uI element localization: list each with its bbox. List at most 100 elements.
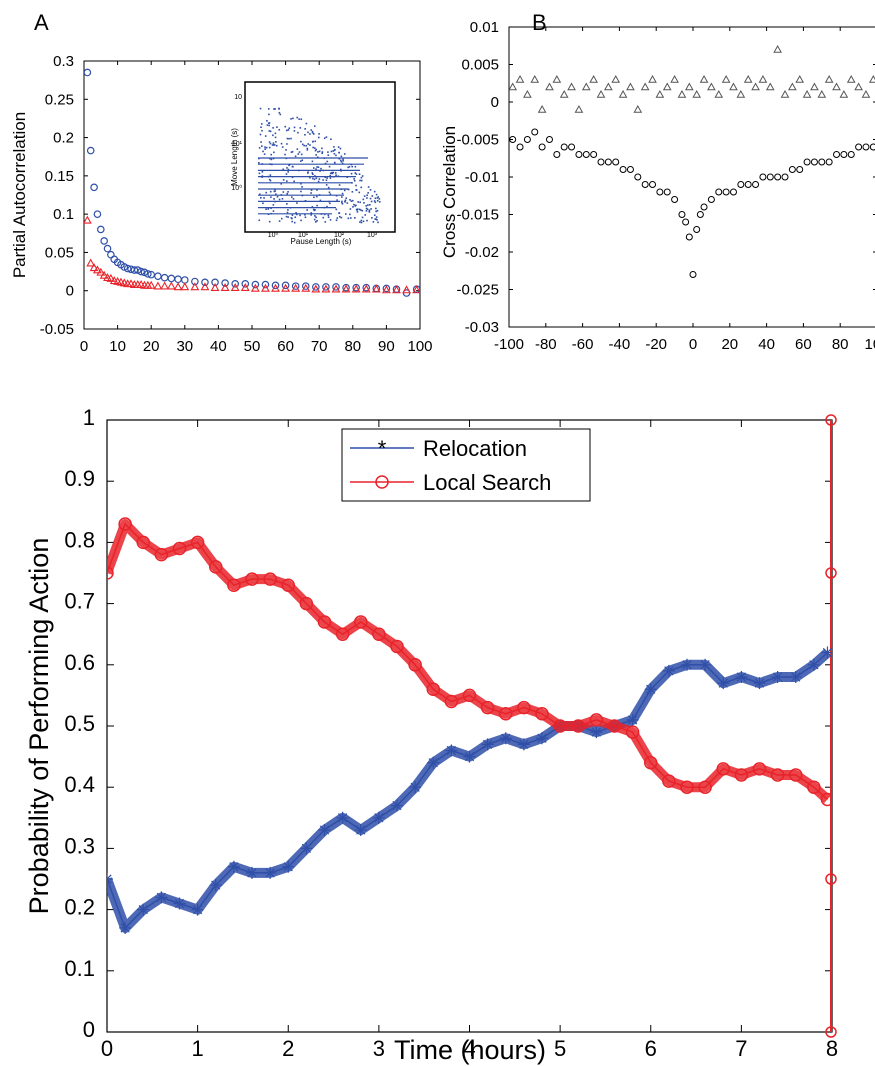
panel-c-xtick-label: 6: [645, 1036, 657, 1061]
panel-b-point-circle: [729, 188, 737, 196]
inset-point: [296, 148, 299, 150]
panel-b-point-triangle: [839, 89, 849, 98]
panel-c-point-circle: [789, 768, 803, 782]
inset-point: [317, 151, 319, 153]
panel-b-point-circle: [671, 196, 679, 203]
inset-point: [375, 193, 378, 196]
inset-point: [258, 147, 261, 149]
inset-point: [311, 131, 314, 134]
inset-point: [331, 171, 333, 174]
panel-a-xtick-label: 20: [143, 338, 160, 355]
panel-b-point-circle: [788, 166, 796, 173]
panel-b-point-triangle: [780, 89, 790, 98]
inset-point: [361, 175, 364, 177]
inset-point: [341, 196, 343, 198]
inset-scatter: [258, 107, 381, 224]
inset-point: [272, 210, 275, 212]
inset-point: [355, 204, 357, 207]
inset-point: [332, 150, 335, 152]
panel-a-point-triangle: [381, 285, 391, 294]
inset-point: [268, 130, 271, 132]
inset-point: [377, 221, 379, 224]
panel-c-point-circle: [172, 541, 187, 556]
inset-point: [272, 204, 275, 206]
panel-c-point-circle: [317, 615, 332, 629]
panel-b-point-triangle: [530, 74, 540, 83]
inset-point: [318, 178, 321, 180]
panel-b-point-triangle: [611, 74, 621, 83]
panel-b-point-triangle: [743, 74, 753, 83]
inset-point: [341, 200, 343, 203]
inset-point: [285, 129, 288, 132]
inset-point: [316, 156, 319, 159]
panel-a-point-circle: [322, 283, 330, 291]
panel-c-point-circle: [118, 517, 132, 531]
panel-a-point-circle: [160, 273, 169, 282]
inset-point: [311, 172, 314, 174]
panel-a-point-circle: [241, 280, 250, 288]
panel-b-ytick-label: -0.015: [456, 207, 499, 224]
panel-c-point-circle: [335, 627, 350, 641]
inset-point: [323, 213, 326, 216]
inset-point: [340, 160, 343, 163]
panel-c-point-asterisk: [391, 799, 403, 812]
panel-c-point-asterisk: [427, 756, 440, 769]
panel-c-point-circle: [281, 578, 295, 592]
inset-point: [305, 144, 307, 147]
inset-point: [321, 147, 323, 150]
inset-point: [370, 208, 372, 210]
inset-point: [375, 216, 378, 218]
inset-point: [291, 176, 294, 179]
inset-point: [276, 126, 278, 128]
panel-b-point-triangle: [618, 89, 628, 98]
panel-c-point-circle: [227, 578, 241, 592]
panel-b-point-circle: [869, 143, 875, 151]
panel-c-point-circle: [820, 792, 832, 807]
inset-point: [329, 219, 332, 221]
panel-c-point-asterisk: [137, 903, 150, 916]
panel-c-point-circle: [589, 713, 604, 727]
panel-c-ytick-label: 0.8: [64, 527, 95, 552]
panel-b-point-triangle: [832, 82, 841, 91]
inset-point: [278, 107, 280, 110]
inset-point: [273, 108, 275, 110]
panel-c-point-circle: [190, 535, 205, 550]
inset-point: [324, 176, 327, 179]
panel-a-ytick-label: 0.2: [53, 130, 74, 147]
inset-point: [286, 167, 288, 169]
panel-a-point-triangle: [84, 215, 92, 224]
inset-point: [362, 198, 365, 201]
inset-point: [360, 179, 363, 182]
inset-point: [349, 213, 351, 216]
inset-xlabel: Pause Length (s): [291, 237, 352, 246]
panel-a-point-triangle: [351, 284, 361, 293]
inset-point: [274, 132, 277, 135]
panel-c-point-asterisk: [481, 738, 494, 751]
inset-point: [286, 192, 289, 195]
inset-point: [264, 146, 266, 148]
panel-b-point-triangle: [648, 74, 657, 83]
inset-point: [287, 209, 289, 211]
inset-point: [258, 161, 260, 164]
inset-point: [309, 144, 311, 146]
panel-b-point-circle: [810, 158, 818, 166]
panel-b-point-triangle: [802, 89, 812, 98]
panel-c-point-circle: [517, 700, 531, 715]
inset-point: [325, 179, 328, 182]
panel-b-point-triangle: [567, 82, 576, 91]
panel-b-xtick-label: 60: [795, 336, 812, 353]
inset-point: [343, 189, 346, 192]
panel-c-point-circle: [107, 566, 114, 580]
inset-point: [310, 214, 312, 216]
inset-point: [354, 165, 357, 168]
inset-point: [354, 172, 357, 174]
inset-point: [311, 206, 314, 208]
panel-b-ytick-label: -0.005: [456, 132, 499, 149]
inset-point: [360, 176, 363, 179]
panel-a-point-circle: [167, 274, 176, 283]
inset-point: [358, 191, 361, 194]
inset-point: [316, 220, 318, 222]
inset-point: [314, 221, 317, 223]
legend-circle-icon: [375, 475, 389, 489]
inset-point: [342, 158, 344, 161]
